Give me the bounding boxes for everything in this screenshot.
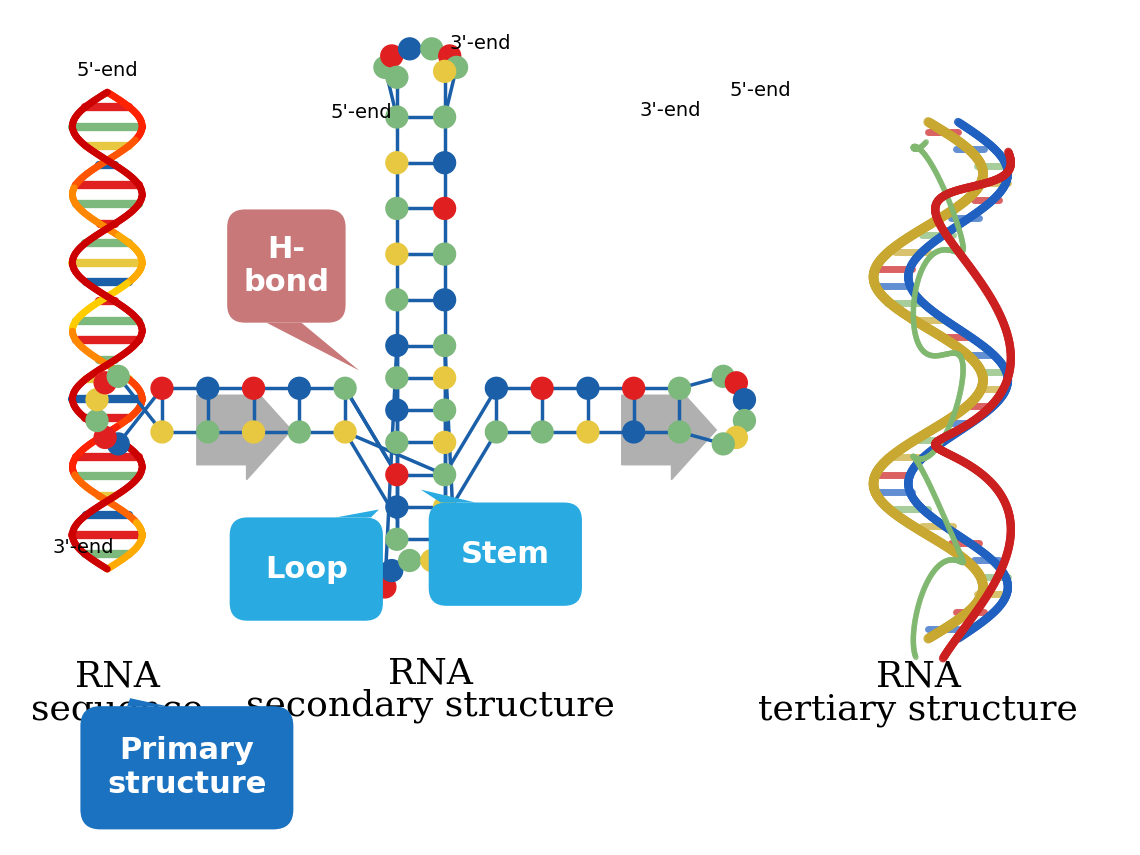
Polygon shape [267,322,359,370]
Circle shape [433,367,456,389]
Circle shape [531,377,553,399]
Circle shape [622,377,644,399]
Circle shape [433,198,456,220]
Circle shape [433,496,456,518]
FancyBboxPatch shape [429,503,581,606]
Circle shape [439,45,461,67]
Circle shape [486,377,507,399]
Circle shape [439,560,461,581]
Circle shape [446,576,467,598]
FancyArrow shape [621,380,716,480]
Circle shape [374,56,396,79]
Circle shape [152,377,173,399]
Text: 3'-end: 3'-end [449,34,511,53]
Polygon shape [336,510,378,517]
Circle shape [386,528,408,551]
Circle shape [243,421,264,443]
Circle shape [486,421,507,443]
FancyBboxPatch shape [81,706,293,829]
Circle shape [433,289,456,310]
Circle shape [433,152,456,174]
Text: secondary structure: secondary structure [246,689,616,723]
Circle shape [95,427,116,448]
Circle shape [386,198,408,220]
Circle shape [421,550,442,571]
Circle shape [668,421,691,443]
Text: Loop: Loop [264,555,348,584]
Text: 3'-end: 3'-end [640,101,701,120]
Polygon shape [128,699,166,706]
Circle shape [386,432,408,453]
Text: sequence: sequence [31,693,203,727]
Circle shape [107,365,129,387]
Circle shape [433,106,456,128]
Circle shape [386,152,408,174]
Circle shape [288,377,310,399]
Circle shape [386,289,408,310]
Circle shape [725,372,748,393]
Text: 5'-end: 5'-end [76,61,138,80]
Circle shape [433,399,456,421]
Circle shape [381,560,402,581]
Circle shape [668,377,691,399]
Circle shape [712,433,734,455]
Circle shape [386,334,408,357]
Circle shape [399,550,421,571]
Circle shape [334,377,356,399]
Circle shape [197,377,219,399]
Circle shape [433,243,456,265]
Circle shape [712,365,734,387]
Circle shape [86,410,108,432]
Circle shape [577,421,598,443]
Polygon shape [421,490,475,503]
Text: Stem: Stem [461,540,549,569]
Circle shape [399,38,421,60]
Circle shape [577,377,598,399]
Text: RNA: RNA [876,659,961,693]
FancyBboxPatch shape [227,209,345,322]
Circle shape [381,45,402,67]
Circle shape [433,334,456,357]
Circle shape [107,433,129,455]
Circle shape [446,56,467,79]
Circle shape [733,389,756,410]
Circle shape [288,421,310,443]
Circle shape [334,421,356,443]
Text: Primary
structure: Primary structure [107,736,267,799]
Circle shape [622,421,644,443]
Circle shape [421,38,442,60]
Circle shape [386,399,408,421]
Circle shape [386,243,408,265]
Text: 3'-end: 3'-end [52,538,114,557]
Circle shape [386,367,408,389]
Circle shape [95,372,116,393]
Circle shape [433,61,456,82]
Circle shape [152,421,173,443]
Circle shape [725,427,748,448]
FancyBboxPatch shape [229,517,383,621]
Text: H-
bond: H- bond [243,235,329,298]
Circle shape [386,106,408,128]
Circle shape [433,528,456,551]
FancyArrow shape [197,380,292,480]
Circle shape [531,421,553,443]
Circle shape [733,410,756,432]
Circle shape [386,67,408,88]
Circle shape [197,421,219,443]
Circle shape [374,576,396,598]
Text: 5'-end: 5'-end [730,80,791,100]
Circle shape [433,463,456,486]
Circle shape [386,463,408,486]
Text: tertiary structure: tertiary structure [758,693,1078,727]
Circle shape [243,377,264,399]
Circle shape [386,496,408,518]
Text: RNA: RNA [75,659,160,693]
Circle shape [86,389,108,410]
Text: RNA: RNA [389,657,473,690]
Text: 5'-end: 5'-end [331,103,392,121]
Circle shape [433,432,456,453]
